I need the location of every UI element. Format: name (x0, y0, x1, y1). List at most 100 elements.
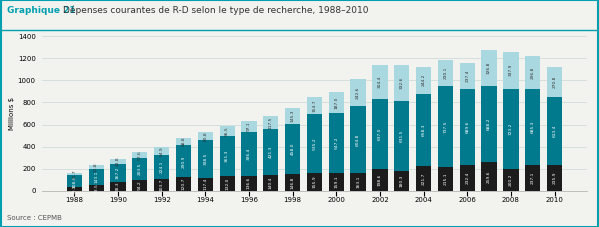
Text: 685.3: 685.3 (531, 121, 535, 133)
Text: 215.1: 215.1 (443, 173, 447, 185)
Bar (373, 65, 388, 99)
Text: 64.9: 64.9 (160, 146, 164, 156)
Text: 136.6: 136.6 (247, 177, 251, 189)
Bar (350, 173, 366, 191)
Bar (263, 116, 279, 129)
Text: 42.8: 42.8 (116, 156, 120, 166)
Bar (219, 176, 235, 191)
Bar (350, 79, 366, 106)
Text: 259.6: 259.6 (487, 170, 491, 183)
Bar (525, 165, 540, 191)
Text: 535.2: 535.2 (313, 138, 316, 150)
Bar (525, 56, 540, 89)
Bar (132, 158, 147, 180)
Text: 723.2: 723.2 (509, 123, 513, 135)
Text: 108.6: 108.6 (72, 175, 76, 188)
Bar (482, 162, 497, 191)
Bar (438, 60, 453, 86)
Bar (394, 171, 410, 191)
Bar (438, 86, 453, 167)
Text: 203.5: 203.5 (138, 163, 142, 175)
Bar (66, 187, 82, 191)
Bar (503, 89, 519, 169)
Bar (285, 124, 300, 175)
Text: 332.6: 332.6 (400, 77, 404, 89)
Text: 631.5: 631.5 (400, 130, 404, 142)
Text: 146.8: 146.8 (291, 176, 295, 189)
Bar (394, 101, 410, 171)
Bar (525, 89, 540, 165)
Bar (89, 185, 104, 191)
Text: 242.6: 242.6 (356, 86, 360, 99)
Bar (132, 180, 147, 191)
Bar (416, 166, 431, 191)
Bar (285, 108, 300, 124)
Text: 458.0: 458.0 (291, 143, 295, 155)
Text: 155.9: 155.9 (313, 176, 316, 188)
Text: 658.3: 658.3 (422, 124, 426, 136)
Text: 187.0: 187.0 (334, 96, 338, 109)
Text: 30.3: 30.3 (72, 184, 76, 194)
Text: 338.5: 338.5 (203, 153, 207, 165)
Bar (110, 182, 126, 191)
Bar (350, 106, 366, 173)
Bar (373, 169, 388, 191)
Text: 547.2: 547.2 (334, 137, 338, 149)
Bar (89, 165, 104, 169)
Text: 237.1: 237.1 (531, 171, 535, 184)
Text: 78.3: 78.3 (116, 182, 120, 191)
Text: 198.6: 198.6 (378, 174, 382, 186)
Text: 103.7: 103.7 (160, 179, 164, 191)
Text: 53.5: 53.5 (94, 183, 98, 193)
Bar (154, 147, 170, 155)
Text: 396.4: 396.4 (247, 148, 251, 160)
Bar (176, 177, 191, 191)
Bar (459, 165, 475, 191)
Bar (198, 178, 213, 191)
Bar (110, 164, 126, 182)
Text: Graphique 21: Graphique 21 (7, 6, 76, 15)
Bar (459, 89, 475, 165)
Text: 167.2: 167.2 (116, 167, 120, 179)
Bar (176, 138, 191, 145)
Text: 613.4: 613.4 (553, 125, 556, 137)
Text: 31.8: 31.8 (94, 163, 98, 172)
Text: 140.4: 140.4 (269, 177, 273, 189)
Bar (154, 179, 170, 191)
Text: 361.3: 361.3 (225, 150, 229, 162)
Bar (547, 67, 562, 97)
Text: 235.9: 235.9 (553, 171, 556, 184)
Text: 737.5: 737.5 (443, 120, 447, 133)
Bar (438, 167, 453, 191)
Bar (329, 113, 344, 173)
Bar (110, 159, 126, 164)
Bar (307, 173, 322, 191)
Text: 57.6: 57.6 (138, 150, 142, 160)
Text: 117.5: 117.5 (269, 116, 273, 128)
Text: 232.4: 232.4 (465, 172, 469, 184)
Text: Source : CEPMB: Source : CEPMB (7, 215, 62, 221)
Bar (416, 67, 431, 94)
Bar (394, 64, 410, 101)
Bar (154, 155, 170, 179)
Bar (176, 145, 191, 177)
Text: 290.9: 290.9 (181, 155, 186, 168)
Bar (219, 126, 235, 136)
Bar (263, 175, 279, 191)
Bar (89, 169, 104, 185)
Y-axis label: Millions $: Millions $ (9, 97, 15, 130)
Text: 244.2: 244.2 (422, 74, 426, 86)
Bar (503, 52, 519, 89)
Text: 221.7: 221.7 (422, 172, 426, 185)
Bar (459, 63, 475, 89)
Text: 304.4: 304.4 (378, 76, 382, 88)
Bar (241, 132, 256, 176)
Bar (66, 173, 82, 175)
Text: 689.6: 689.6 (465, 121, 469, 133)
Bar (482, 86, 497, 162)
Text: 296.8: 296.8 (531, 67, 535, 79)
Text: 604.8: 604.8 (356, 133, 360, 146)
Text: 237.4: 237.4 (465, 70, 469, 82)
Text: 200.2: 200.2 (509, 173, 513, 186)
Bar (503, 169, 519, 191)
